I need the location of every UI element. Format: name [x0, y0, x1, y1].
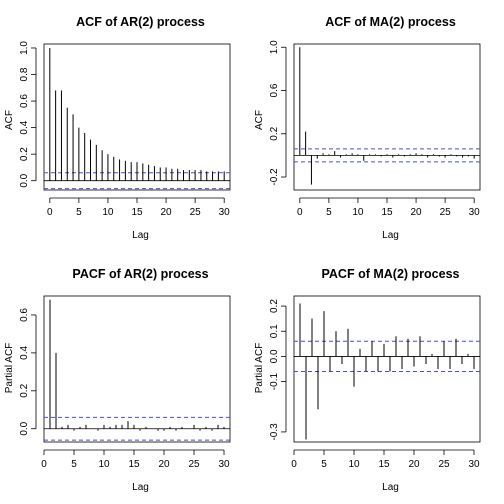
y-tick-label: -0.3 — [269, 423, 280, 441]
y-tick-label: 0.2 — [269, 126, 280, 140]
x-axis-label: Lag — [382, 230, 399, 241]
plot-frame — [43, 43, 231, 191]
x-tick-label: 0 — [41, 459, 47, 470]
x-axis-label: Lag — [132, 230, 149, 241]
x-axis-label: Lag — [382, 482, 399, 493]
chart-title: PACF of MA(2) process — [322, 267, 460, 281]
y-tick-label: 0.2 — [19, 147, 30, 161]
y-tick-label: 0.0 — [19, 173, 30, 187]
plot-frame — [43, 295, 231, 443]
y-tick-label: 0.2 — [19, 383, 30, 397]
x-tick-label: 0 — [297, 207, 303, 218]
x-tick-label: 15 — [381, 207, 393, 218]
y-tick-label: 0.6 — [19, 308, 30, 322]
x-tick-label: 15 — [128, 459, 140, 470]
x-tick-label: 30 — [218, 459, 230, 470]
y-tick-label: 0.2 — [269, 299, 280, 313]
y-tick-label: 0.4 — [19, 120, 30, 134]
chart-title: ACF of MA(2) process — [325, 15, 456, 29]
x-tick-label: 5 — [76, 207, 82, 218]
x-tick-label: 30 — [219, 207, 231, 218]
y-tick-label: 0.0 — [269, 349, 280, 363]
x-tick-label: 25 — [440, 207, 452, 218]
x-tick-label: 10 — [98, 459, 110, 470]
panel-pacf-ar2: PACF of AR(2) process Lag Partial ACF 0 5… — [4, 267, 231, 493]
panel-pacf-ma2: PACF of MA(2) process Lag Partial ACF 0 5… — [254, 267, 481, 493]
y-tick-label: 0.1 — [269, 324, 280, 338]
x-tick-label: 25 — [188, 459, 200, 470]
y-axis-label: Partial ACF — [4, 343, 15, 394]
panel-acf-ar2: ACF of AR(2) process Lag ACF 0 5 10 15 20 25 3… — [4, 15, 231, 241]
x-tick-label: 20 — [411, 207, 423, 218]
y-tick-label: -0.2 — [269, 168, 280, 186]
y-tick-label: 0.8 — [19, 67, 30, 81]
y-tick-label: 0.6 — [269, 83, 280, 97]
y-tick-label: -0.1 — [269, 373, 280, 391]
y-tick-label: 0.0 — [19, 421, 30, 435]
x-tick-label: 30 — [469, 207, 481, 218]
chart-title: ACF of AR(2) process — [76, 15, 205, 29]
x-tick-label: 25 — [438, 459, 450, 470]
x-tick-label: 20 — [161, 207, 173, 218]
x-tick-label: 5 — [71, 459, 77, 470]
y-axis-label: ACF — [254, 110, 265, 130]
x-tick-label: 0 — [47, 207, 53, 218]
y-axis-label: Partial ACF — [254, 343, 265, 394]
x-tick-label: 10 — [352, 207, 364, 218]
y-tick-label: 1.0 — [19, 41, 30, 55]
plot-frame — [293, 43, 481, 191]
x-tick-label: 10 — [102, 207, 114, 218]
plot-frame — [293, 295, 481, 443]
y-axis-label: ACF — [4, 110, 15, 130]
x-tick-label: 15 — [131, 207, 143, 218]
x-tick-label: 20 — [158, 459, 170, 470]
x-tick-label: 30 — [468, 459, 480, 470]
x-axis-label: Lag — [132, 482, 149, 493]
chart-title: PACF of AR(2) process — [72, 267, 208, 281]
y-tick-label: 0.4 — [19, 345, 30, 359]
x-tick-label: 5 — [321, 459, 327, 470]
panel-acf-ma2: ACF of MA(2) process Lag ACF 0 5 10 15 20 25 3… — [254, 15, 481, 241]
x-tick-label: 10 — [348, 459, 360, 470]
x-tick-label: 20 — [408, 459, 420, 470]
x-tick-label: 5 — [326, 207, 332, 218]
x-tick-label: 25 — [190, 207, 202, 218]
y-tick-label: 1.0 — [269, 40, 280, 54]
x-tick-label: 0 — [291, 459, 297, 470]
x-tick-label: 15 — [378, 459, 390, 470]
y-tick-label: 0.6 — [19, 94, 30, 108]
